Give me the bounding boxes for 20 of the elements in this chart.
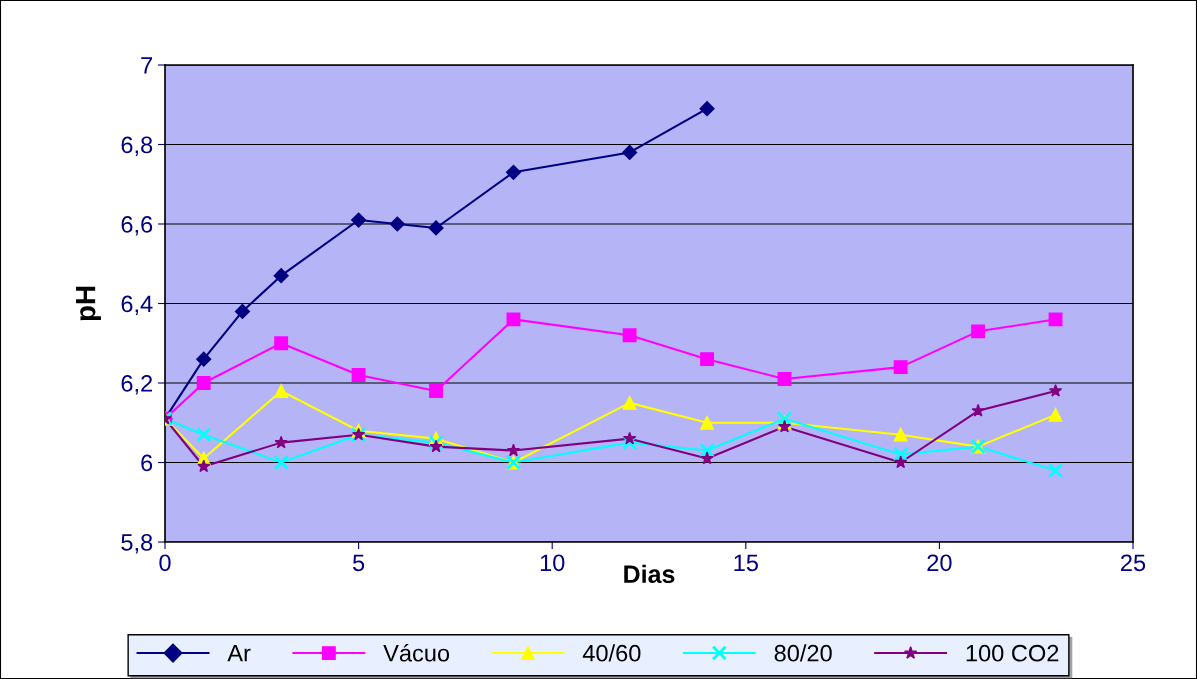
x-axis-title: Dias bbox=[624, 564, 675, 584]
y-tick-label: 6 bbox=[141, 454, 153, 472]
x-tick-label: 0 bbox=[159, 554, 171, 572]
x-tick-label: 10 bbox=[540, 554, 565, 572]
legend-label: Ar bbox=[227, 645, 251, 662]
x-tick-label: 15 bbox=[734, 554, 758, 572]
legend-label: Vácuo bbox=[383, 643, 450, 662]
y-tick-label: 7 bbox=[141, 57, 153, 74]
legend-label: 80/20 bbox=[774, 644, 832, 662]
x-tick-label: 20 bbox=[927, 554, 952, 572]
y-tick-label: 6,6 bbox=[121, 216, 153, 236]
y-tick-label: 5,8 bbox=[121, 534, 153, 554]
x-tick-label: 25 bbox=[1121, 554, 1146, 572]
legend-label: 40/60 bbox=[582, 644, 641, 662]
y-tick-label: 6,8 bbox=[121, 136, 153, 157]
legend-label: 100 CO2 bbox=[966, 644, 1059, 662]
y-tick-label: 6,2 bbox=[121, 375, 153, 395]
x-tick-label: 5 bbox=[352, 554, 365, 572]
y-tick-label: 6,4 bbox=[121, 295, 153, 316]
y-axis-title: pH bbox=[76, 286, 101, 321]
